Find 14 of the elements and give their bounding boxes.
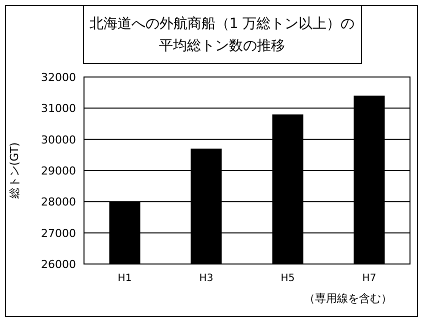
y-tick-label: 30000 bbox=[41, 133, 76, 146]
x-tick-label: H5 bbox=[280, 273, 295, 284]
chart-title: 北海道への外航商船（1 万総トン以上）の平均総トン数の推移 bbox=[89, 16, 355, 54]
y-tick-label: 27000 bbox=[41, 226, 76, 240]
x-tick-label: H1 bbox=[118, 273, 132, 284]
x-tick-label: H3 bbox=[199, 273, 214, 284]
y-tick-label: 32000 bbox=[41, 71, 76, 84]
x-tick-label: H7 bbox=[362, 273, 376, 284]
y-tick-label: 29000 bbox=[41, 164, 76, 178]
y-tick-label: 26000 bbox=[41, 258, 76, 271]
y-tick-label: 31000 bbox=[41, 102, 76, 116]
y-axis-title: 総トン(GT) bbox=[8, 142, 21, 200]
y-tick-label: 28000 bbox=[41, 196, 76, 209]
text: （専用線を含む） bbox=[304, 292, 392, 305]
